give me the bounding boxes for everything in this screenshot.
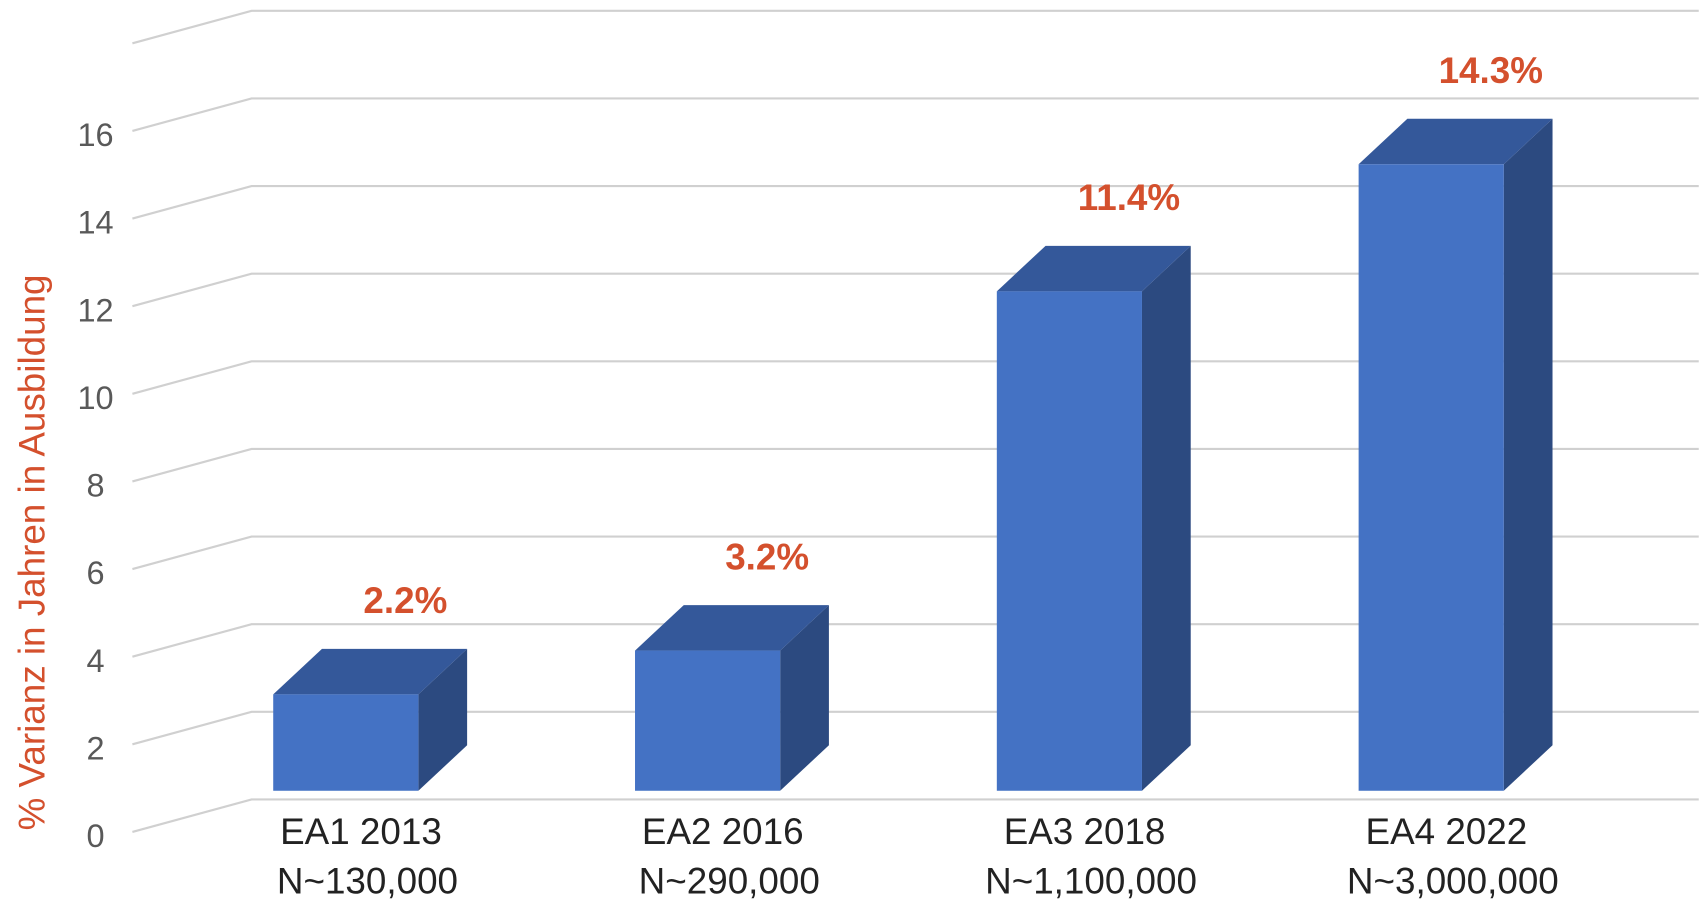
value-label: 3.2% bbox=[725, 536, 809, 577]
y-tick-label: 0 bbox=[87, 818, 105, 854]
grid-line bbox=[132, 9, 1699, 45]
x-tick-sublabel: N~1,100,000 bbox=[985, 861, 1197, 902]
grid-line bbox=[132, 535, 1699, 571]
bar bbox=[1358, 164, 1504, 791]
grid-line bbox=[132, 184, 1699, 220]
bar bbox=[996, 291, 1142, 791]
x-tick-label: EA3 2018 bbox=[1004, 811, 1166, 852]
y-tick-label: 6 bbox=[87, 555, 105, 591]
grid-line bbox=[132, 272, 1699, 308]
y-tick-label: 10 bbox=[77, 380, 113, 416]
grid-line bbox=[132, 97, 1699, 132]
bar bbox=[635, 650, 781, 791]
x-tick-sublabel: N~3,000,000 bbox=[1347, 861, 1559, 902]
grid-line bbox=[132, 623, 1699, 658]
value-label: 11.4% bbox=[1078, 177, 1180, 218]
y-tick-label: 16 bbox=[77, 117, 113, 153]
bar-side bbox=[418, 648, 468, 791]
x-tick-label: EA1 2013 bbox=[280, 811, 442, 852]
bar-top bbox=[996, 245, 1191, 292]
bar-side bbox=[780, 605, 829, 791]
bar-side bbox=[1141, 245, 1191, 791]
x-tick-sublabel: N~290,000 bbox=[639, 861, 820, 902]
grid-line bbox=[132, 710, 1699, 746]
x-tick-label: EA4 2022 bbox=[1366, 811, 1528, 852]
bar-top bbox=[273, 648, 468, 695]
y-tick-label: 2 bbox=[87, 730, 105, 766]
bar-top bbox=[635, 605, 829, 651]
y-tick-label: 12 bbox=[77, 292, 113, 328]
bar-top bbox=[1358, 118, 1553, 165]
y-axis-label: % Varianz in Jahren in Ausbildung bbox=[12, 274, 53, 830]
y-tick-label: 4 bbox=[87, 643, 105, 679]
bar bbox=[273, 694, 419, 791]
x-tick-sublabel: N~130,000 bbox=[277, 861, 458, 902]
y-tick-label: 8 bbox=[87, 468, 105, 504]
value-label: 2.2% bbox=[363, 580, 447, 621]
x-tick-label: EA2 2016 bbox=[642, 811, 804, 852]
grid-line bbox=[132, 360, 1699, 395]
y-tick-label: 14 bbox=[77, 205, 113, 241]
bar-side bbox=[1503, 118, 1553, 791]
grid-line bbox=[132, 447, 1699, 483]
grid-line bbox=[132, 798, 1699, 833]
value-label: 14.3% bbox=[1439, 50, 1543, 91]
